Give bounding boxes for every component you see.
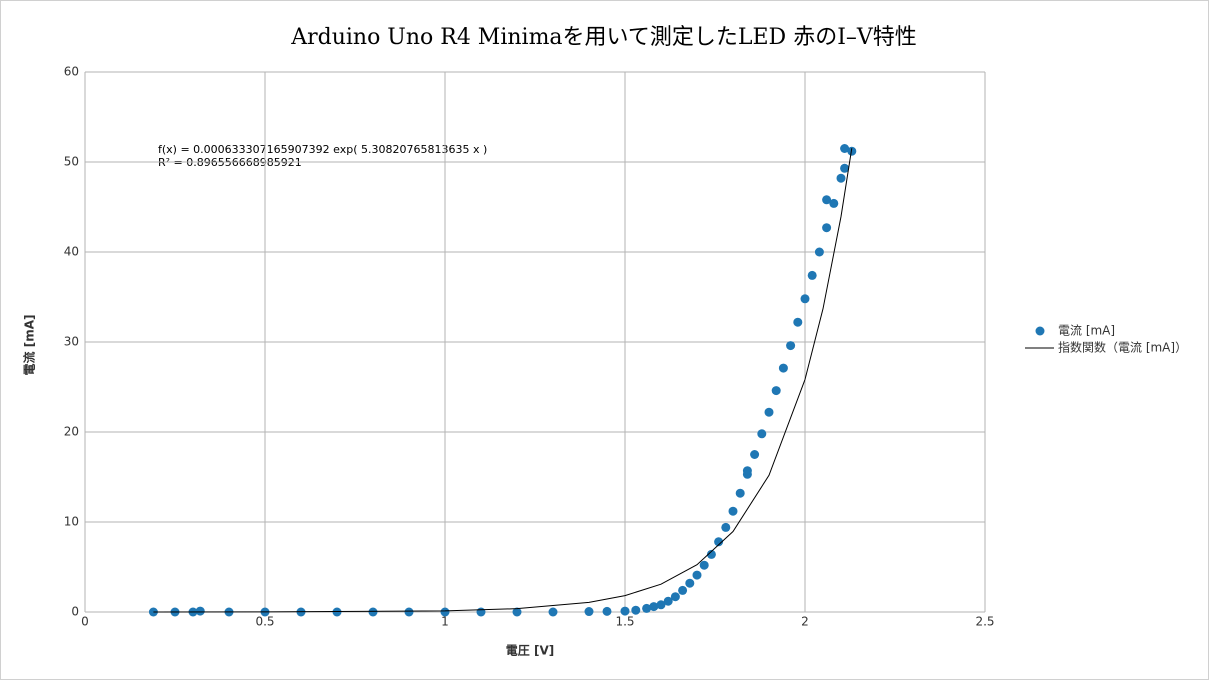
x-tick-label: 1.5	[615, 615, 634, 629]
y-tick-label: 20	[64, 425, 79, 439]
data-point	[757, 429, 767, 439]
data-point	[836, 173, 846, 183]
data-point	[512, 607, 522, 617]
data-point	[649, 602, 659, 612]
data-point	[548, 607, 558, 617]
data-point	[368, 607, 378, 617]
data-point	[750, 450, 760, 459]
y-tick-label: 10	[64, 515, 79, 529]
x-tick-label: 0.5	[255, 615, 274, 629]
x-axis-label: 電圧 [V]	[506, 644, 554, 658]
data-point	[656, 600, 666, 610]
data-point	[584, 607, 594, 617]
data-point	[778, 363, 788, 373]
data-point	[735, 488, 745, 498]
chart-title: Arduino Uno R4 Minimaを用いて測定したLED 赤のI–V特性	[290, 25, 917, 50]
x-tick-label: 2	[801, 615, 809, 629]
data-point	[793, 317, 803, 327]
x-tick-label: 1	[441, 615, 449, 629]
data-point	[786, 341, 796, 351]
data-point	[692, 570, 702, 580]
x-tick-label: 2.5	[975, 615, 994, 629]
data-point	[706, 549, 716, 559]
data-point	[822, 195, 832, 205]
data-point	[840, 144, 850, 153]
data-point	[404, 607, 414, 617]
legend-label: 指数関数（電流 [mA]）	[1058, 340, 1187, 355]
legend-label: 電流 [mA]	[1058, 324, 1115, 338]
data-point	[800, 294, 810, 304]
data-point	[440, 607, 450, 617]
data-point	[764, 407, 774, 417]
data-point	[678, 585, 688, 595]
data-point	[829, 198, 839, 208]
data-point	[631, 605, 641, 615]
data-point	[699, 560, 709, 570]
data-point	[670, 592, 680, 602]
y-tick-label: 0	[71, 605, 79, 619]
data-point	[807, 270, 817, 280]
data-point	[771, 386, 781, 396]
data-point	[195, 606, 205, 616]
x-tick-label: 0	[81, 615, 89, 629]
data-point	[728, 506, 738, 516]
y-tick-label: 40	[64, 245, 79, 259]
data-point	[663, 596, 673, 606]
data-point	[742, 466, 752, 476]
data-point	[822, 223, 832, 233]
trend-line	[153, 148, 853, 613]
y-tick-label: 30	[64, 335, 79, 349]
data-point	[714, 537, 724, 547]
data-point	[602, 606, 612, 616]
y-axis-label: 電流 [mA]	[22, 315, 37, 376]
data-point	[148, 607, 158, 617]
data-point	[814, 247, 824, 257]
data-point	[476, 607, 486, 617]
data-point	[840, 163, 850, 173]
annotation: f(x) = 0.000633307165907392 exp( 5.30820…	[158, 143, 487, 156]
y-tick-label: 50	[64, 155, 79, 169]
data-point	[332, 607, 342, 617]
data-point	[642, 603, 652, 613]
legend-marker	[1035, 326, 1045, 336]
y-tick-label: 60	[64, 65, 79, 79]
data-point	[685, 578, 695, 588]
data-point	[620, 606, 630, 616]
data-point	[721, 522, 731, 532]
